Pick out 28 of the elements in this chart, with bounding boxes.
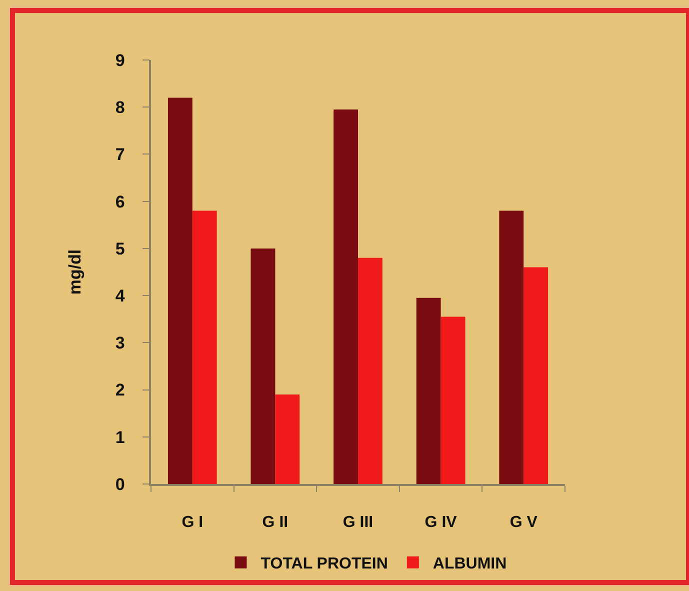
legend-label: ALBUMIN bbox=[432, 556, 507, 573]
y-tick-label: 3 bbox=[115, 334, 125, 353]
x-tick-label: G V bbox=[510, 514, 538, 531]
y-tick-label: 8 bbox=[115, 98, 125, 118]
x-tick-label: G IV bbox=[424, 514, 458, 531]
bar bbox=[416, 298, 441, 484]
bar bbox=[334, 109, 358, 484]
y-tick-label: 5 bbox=[115, 239, 125, 258]
y-tick-label: 0 bbox=[115, 474, 125, 494]
legend-label: TOTAL PROTEIN bbox=[260, 556, 388, 573]
x-tick-label: G I bbox=[182, 514, 204, 531]
bar bbox=[275, 394, 300, 484]
bar bbox=[524, 267, 548, 484]
bar bbox=[499, 210, 524, 484]
bar bbox=[192, 210, 217, 484]
y-tick-label: 1 bbox=[115, 428, 125, 447]
bar bbox=[440, 316, 466, 484]
y-tick-label: 7 bbox=[115, 145, 125, 164]
y-tick-label: 4 bbox=[115, 286, 126, 306]
y-tick-label: 6 bbox=[115, 192, 125, 212]
x-tick-label: G II bbox=[262, 514, 288, 531]
bar bbox=[250, 248, 276, 484]
x-tick-label: G III bbox=[342, 514, 374, 531]
y-axis-title: mg/dl bbox=[65, 249, 84, 295]
bar bbox=[168, 98, 192, 484]
y-tick-label: 2 bbox=[115, 380, 125, 400]
bar bbox=[358, 258, 382, 484]
y-tick-label: 9 bbox=[115, 50, 125, 70]
